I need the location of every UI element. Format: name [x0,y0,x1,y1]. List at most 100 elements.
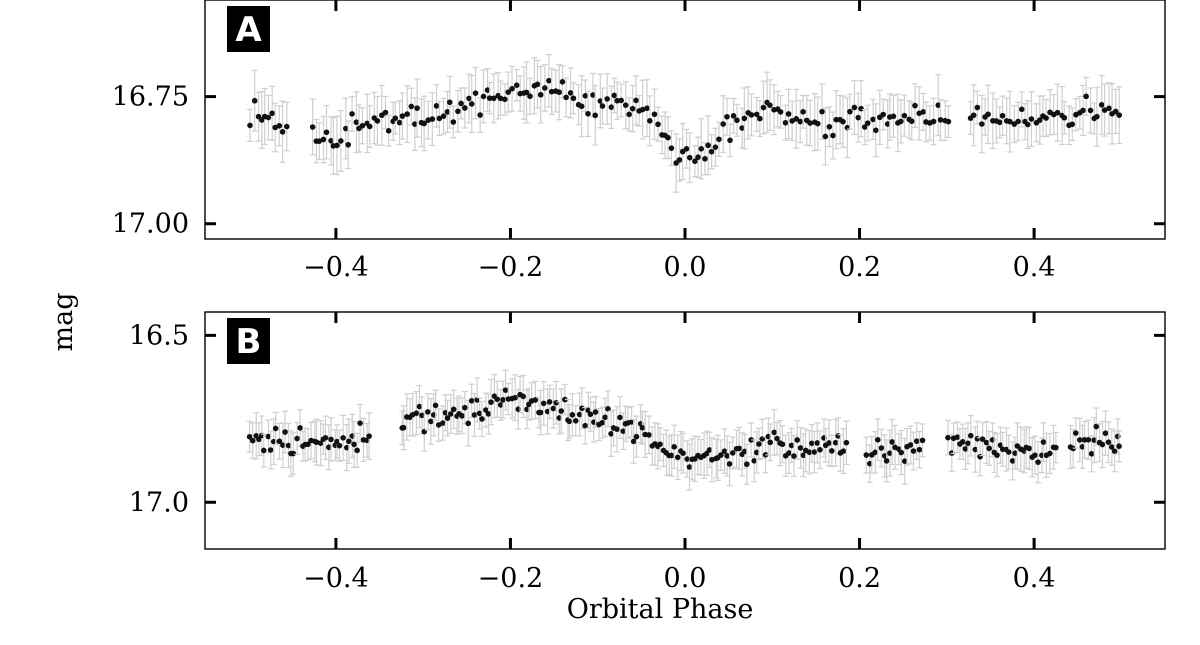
marker [1106,105,1112,112]
marker [620,428,627,434]
marker [436,115,443,122]
marker [342,125,349,132]
marker [597,98,604,104]
marker [359,122,366,129]
data-point [785,88,792,140]
marker [592,409,599,415]
data-point [444,399,451,437]
data-point [604,73,611,125]
marker [334,142,340,149]
marker [695,154,701,161]
marker [412,121,418,127]
data-point [378,84,385,146]
marker [429,116,436,122]
marker [985,111,991,118]
marker [249,437,256,444]
marker [826,440,832,446]
marker [730,113,737,119]
data-point [316,122,323,161]
data-point [994,433,1001,478]
marker [582,93,589,99]
marker [251,97,258,104]
data-point [251,69,258,132]
marker [1032,452,1038,459]
data-point [828,434,835,468]
marker [590,92,596,98]
data-point [751,439,758,483]
data-point [566,404,573,439]
marker [832,439,839,446]
marker [1007,118,1013,125]
marker [797,118,804,125]
data-point [790,435,797,477]
data-point [663,429,670,477]
marker [807,120,813,126]
marker [404,111,411,117]
data-point [897,99,904,144]
marker [883,458,890,464]
marker [712,144,719,150]
marker [480,93,487,100]
data-point [886,429,893,477]
data-point [686,443,693,491]
marker [698,146,705,152]
data-point [959,423,966,461]
marker [392,115,399,122]
data-point [436,100,443,137]
data-point [673,133,680,193]
data-point [513,68,520,102]
x-tick-label: −0.4 [303,563,369,594]
data-point [733,103,740,137]
marker [357,420,363,426]
marker [705,142,711,149]
marker [1005,449,1012,455]
marker [880,111,887,118]
marker [913,438,920,444]
marker [744,461,750,468]
marker [979,436,986,442]
data-point [686,132,693,184]
marker [512,394,518,401]
marker [970,112,977,119]
marker [1114,433,1121,440]
data-point [759,418,766,460]
marker [774,435,780,442]
marker [930,118,937,125]
data-point [807,99,814,147]
data-point [620,412,627,451]
data-point [1105,421,1112,464]
data-point [833,90,840,150]
data-point [558,388,565,434]
marker [465,420,472,427]
marker [1105,439,1112,445]
marker [440,113,447,119]
data-point [1031,435,1038,475]
marker [686,154,693,161]
data-point [671,424,678,469]
data-point [979,422,986,457]
marker [556,89,563,96]
data-point [500,380,507,419]
data-point [717,439,724,471]
marker [462,105,468,111]
data-point [767,423,774,462]
marker [276,438,283,445]
data-point [371,91,378,145]
data-point [1006,90,1013,153]
marker [639,106,646,113]
marker [462,404,468,411]
data-point [633,415,640,458]
data-point [382,95,389,130]
data-point [408,87,415,126]
data-point [432,389,439,422]
data-point [1046,432,1053,474]
marker [421,120,427,127]
data-point [695,136,702,178]
data-point [764,71,771,134]
marker [413,410,420,416]
data-point [465,73,472,124]
data-point [753,431,760,474]
marker [280,442,286,448]
data-point [901,94,908,137]
data-point [1111,430,1118,473]
